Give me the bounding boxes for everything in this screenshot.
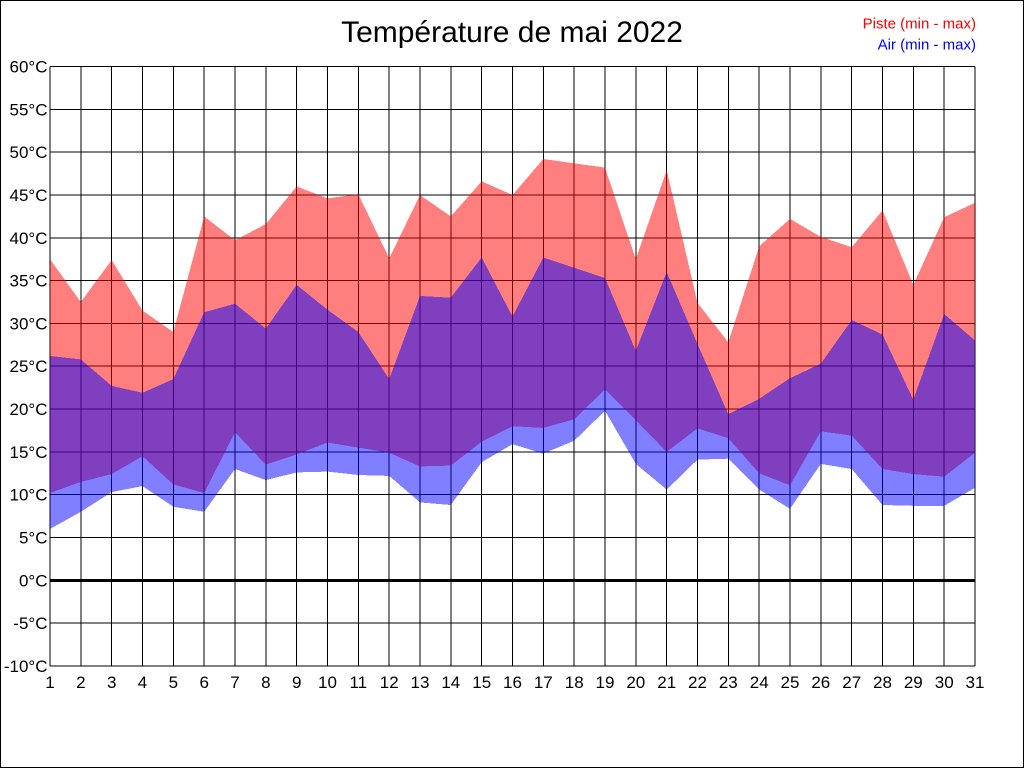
svg-text:4: 4 [138,673,147,692]
svg-text:27: 27 [842,673,861,692]
svg-text:9: 9 [292,673,301,692]
svg-text:17: 17 [534,673,553,692]
svg-text:6: 6 [199,673,208,692]
svg-text:50°C: 50°C [10,143,48,162]
svg-text:55°C: 55°C [10,100,48,119]
svg-text:40°C: 40°C [10,229,48,248]
svg-text:29: 29 [904,673,923,692]
svg-text:15°C: 15°C [10,443,48,462]
svg-text:5°C: 5°C [19,529,48,548]
svg-text:8: 8 [261,673,270,692]
svg-text:24: 24 [750,673,769,692]
svg-text:12: 12 [380,673,399,692]
svg-text:22: 22 [688,673,707,692]
svg-text:20°C: 20°C [10,400,48,419]
svg-text:3: 3 [107,673,116,692]
svg-text:11: 11 [349,673,367,692]
svg-text:26: 26 [811,673,830,692]
svg-text:25°C: 25°C [10,357,48,376]
svg-text:31: 31 [966,673,985,692]
svg-text:25: 25 [781,673,800,692]
svg-text:23: 23 [719,673,738,692]
svg-text:19: 19 [596,673,615,692]
svg-text:5: 5 [169,673,178,692]
svg-text:60°C: 60°C [10,58,48,77]
svg-text:15: 15 [472,673,491,692]
svg-text:21: 21 [657,673,676,692]
svg-text:Air (min - max): Air (min - max) [878,37,976,54]
svg-text:18: 18 [565,673,584,692]
svg-text:30°C: 30°C [10,314,48,333]
svg-text:Piste (min - max): Piste (min - max) [863,16,976,33]
svg-text:28: 28 [873,673,892,692]
svg-text:13: 13 [411,673,430,692]
svg-text:45°C: 45°C [10,186,48,205]
svg-text:10°C: 10°C [10,486,48,505]
svg-text:10: 10 [318,673,337,692]
svg-text:-10°C: -10°C [4,657,48,676]
svg-text:2: 2 [76,673,85,692]
svg-text:7: 7 [230,673,239,692]
svg-text:14: 14 [441,673,460,692]
svg-text:1: 1 [45,673,54,692]
svg-text:-5°C: -5°C [13,614,47,633]
svg-text:20: 20 [626,673,645,692]
svg-text:0°C: 0°C [19,571,48,590]
svg-text:Température de mai 2022: Température de mai 2022 [341,16,683,49]
svg-text:16: 16 [503,673,522,692]
svg-text:30: 30 [935,673,954,692]
svg-text:35°C: 35°C [10,272,48,291]
